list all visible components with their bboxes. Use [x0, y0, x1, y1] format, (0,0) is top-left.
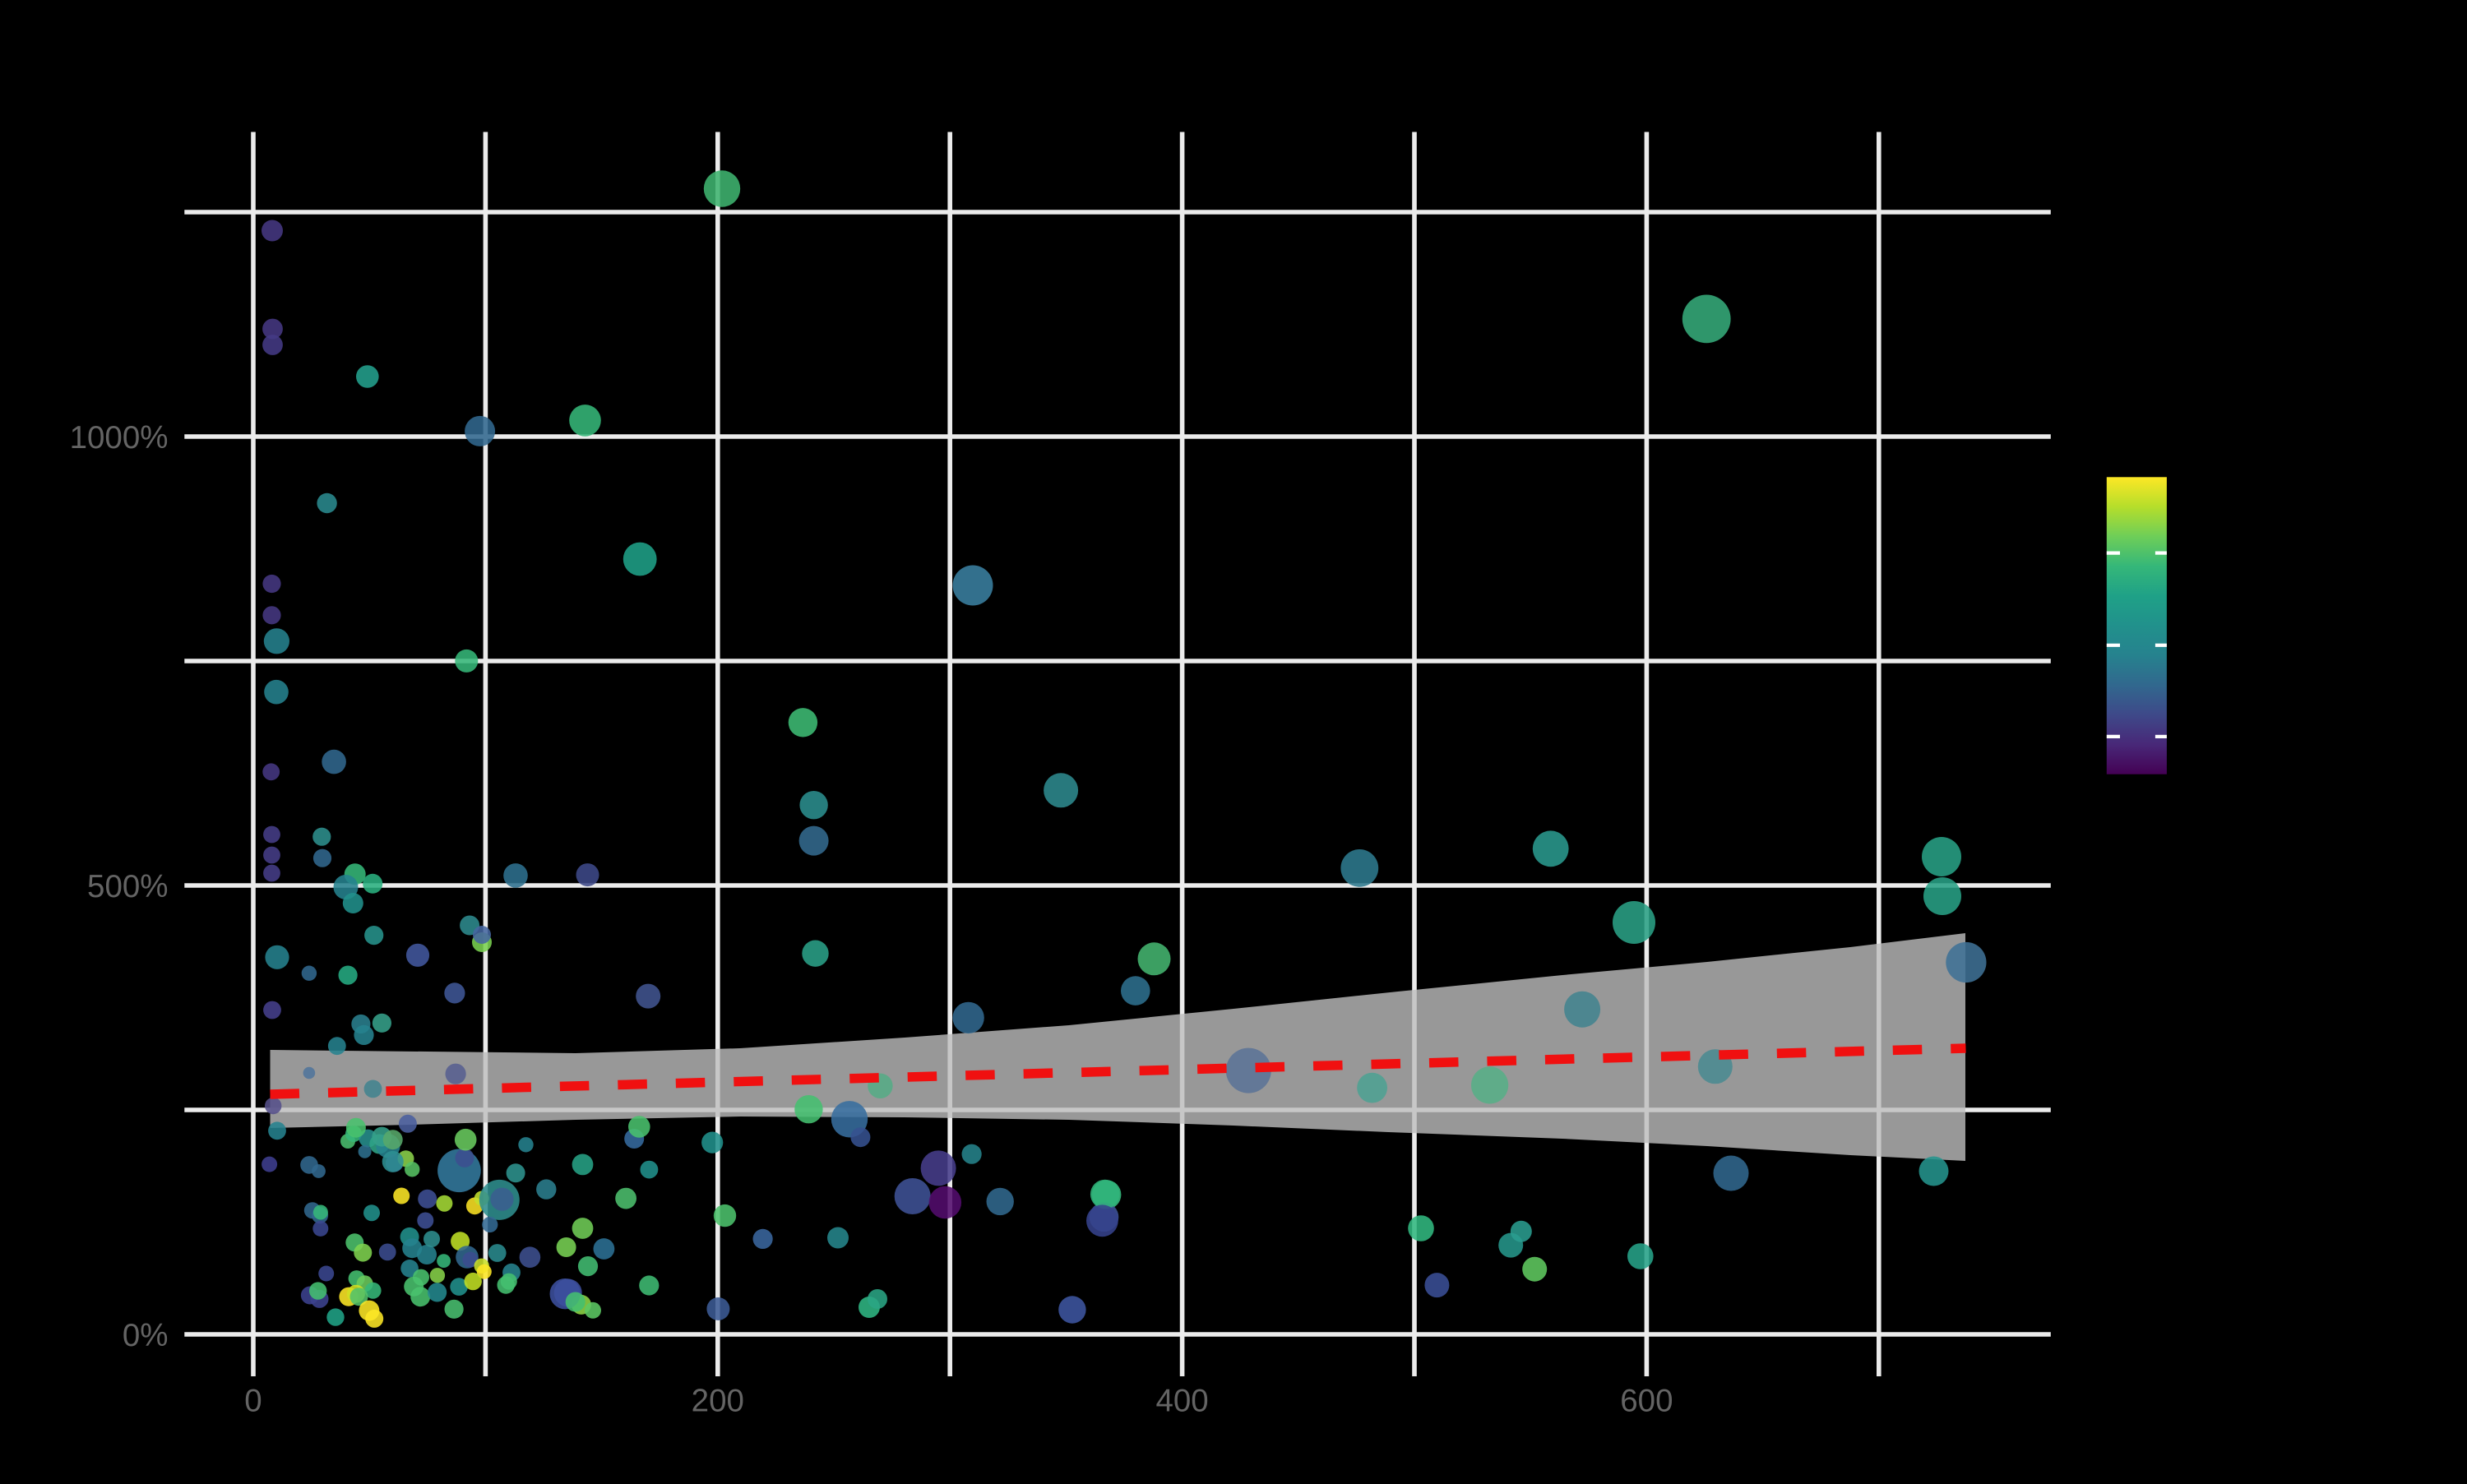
svg-text:1000%: 1000% — [70, 420, 169, 455]
svg-text:0: 0 — [244, 1384, 262, 1419]
svg-text:400: 400 — [1155, 1384, 1208, 1419]
svg-text:0%: 0% — [123, 1318, 169, 1353]
svg-text:500%: 500% — [87, 869, 168, 904]
svg-text:600: 600 — [1620, 1384, 1673, 1419]
svg-text:200: 200 — [692, 1384, 744, 1419]
